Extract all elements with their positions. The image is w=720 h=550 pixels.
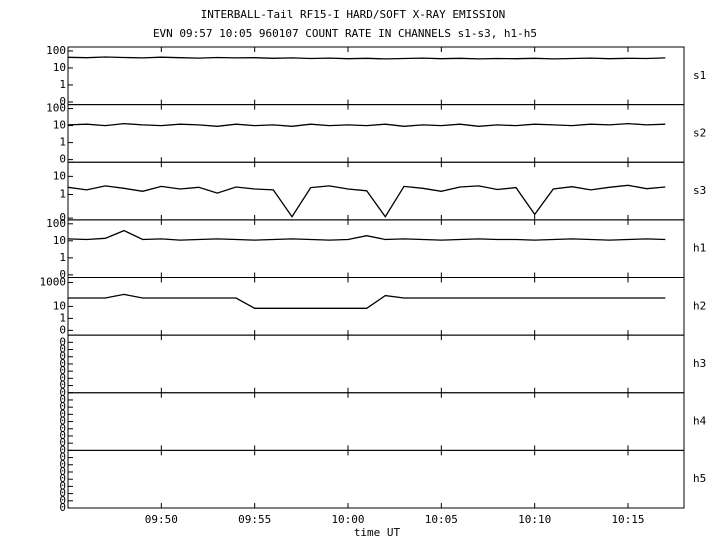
- trace: [68, 293, 666, 309]
- panel-label: s1: [693, 69, 706, 82]
- panel-label: h3: [693, 357, 706, 370]
- y-tick-label: 0: [59, 323, 66, 336]
- trace: [67, 184, 666, 218]
- panel-frame: [67, 46, 685, 106]
- y-tick-label: 10: [53, 61, 66, 74]
- panel-frame: [67, 161, 685, 221]
- y-tick-label: 0: [59, 153, 66, 166]
- y-tick-label: 100: [46, 44, 66, 57]
- y-tick-label: 1: [59, 311, 66, 324]
- y-tick-label: 1: [59, 136, 66, 149]
- chart-subtitle: EVN 09:57 10:05 960107 COUNT RATE IN CHA…: [153, 27, 537, 40]
- panel-frame: [67, 392, 685, 451]
- y-tick-label: 0: [59, 494, 66, 507]
- panel-label: s2: [693, 126, 706, 139]
- x-tick-label: 10:05: [425, 513, 458, 526]
- x-tick-label: 09:55: [238, 513, 271, 526]
- y-tick-label: 0: [59, 95, 66, 108]
- y-tick-label: 0: [59, 400, 66, 413]
- y-tick-label: 0: [59, 458, 66, 471]
- y-tick-label: 0: [59, 422, 66, 435]
- trace: [67, 229, 666, 241]
- y-tick-label: 0: [59, 386, 66, 399]
- trace: [67, 56, 666, 60]
- panel-frame: [67, 104, 685, 163]
- panel-frame: [67, 219, 685, 278]
- y-tick-label: 10: [53, 119, 66, 132]
- chart-title: INTERBALL-Tail RF15-I HARD/SOFT X-RAY EM…: [201, 8, 506, 21]
- y-tick-label: 0: [59, 501, 66, 514]
- y-tick-label: 0: [59, 350, 66, 363]
- y-tick-label: 0: [59, 443, 66, 456]
- panel-label: h4: [693, 415, 707, 428]
- x-tick-label: 09:50: [145, 513, 178, 526]
- y-tick-label: 100: [46, 102, 66, 115]
- y-tick-label: 0: [59, 268, 66, 281]
- panel-label: h2: [693, 299, 706, 312]
- y-tick-label: 0: [59, 343, 66, 356]
- y-tick-label: 0: [59, 429, 66, 442]
- panel-label: s3: [693, 184, 706, 197]
- y-tick-label: 0: [59, 393, 66, 406]
- y-tick-label: 0: [59, 465, 66, 478]
- y-tick-label: 0: [59, 436, 66, 449]
- y-tick-label: 0: [59, 415, 66, 428]
- y-tick-label: 1: [59, 251, 66, 264]
- y-tick-label: 0: [59, 335, 66, 348]
- y-tick-label: 0: [59, 472, 66, 485]
- panel-label: h1: [693, 242, 706, 255]
- panel-frame: [67, 334, 685, 394]
- y-tick-label: 0: [59, 371, 66, 384]
- panel-label: h5: [693, 472, 706, 485]
- y-tick-label: 0: [59, 479, 66, 492]
- y-tick-label: 100: [46, 217, 66, 230]
- y-tick-label: 1: [59, 188, 66, 201]
- y-tick-label: 0: [59, 379, 66, 392]
- panel-frame: [67, 277, 685, 336]
- y-tick-label: 0: [59, 487, 66, 500]
- panel-frame: [67, 449, 685, 509]
- x-axis-label: time UT: [354, 526, 401, 539]
- x-tick-label: 10:10: [518, 513, 551, 526]
- y-tick-label: 10: [53, 169, 66, 182]
- y-tick-label: 10: [53, 299, 66, 312]
- x-tick-label: 10:00: [331, 513, 364, 526]
- trace: [67, 122, 666, 127]
- x-tick-label: 10:15: [611, 513, 644, 526]
- y-tick-label: 0: [59, 451, 66, 464]
- y-tick-label: 1000: [40, 275, 67, 288]
- y-tick-label: 0: [59, 364, 66, 377]
- y-tick-label: 1: [59, 78, 66, 91]
- y-tick-label: 0: [59, 211, 66, 224]
- y-tick-label: 10: [53, 234, 66, 247]
- y-tick-label: 0: [59, 407, 66, 420]
- y-tick-label: 0: [59, 357, 66, 370]
